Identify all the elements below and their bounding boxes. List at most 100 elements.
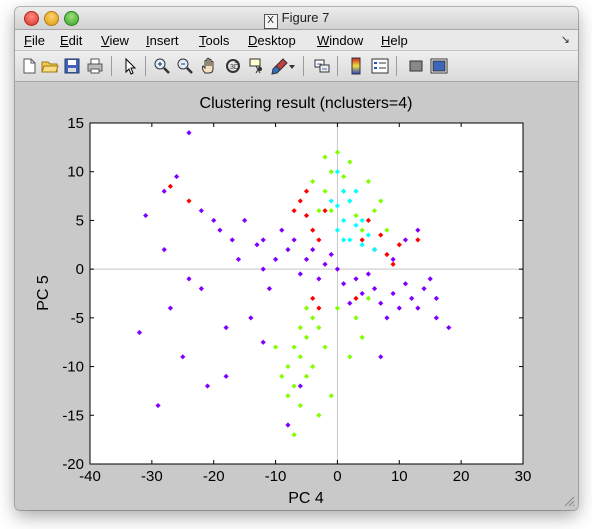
menu-desktop[interactable]: Desktop [248,33,296,48]
data-point [285,247,291,253]
x-tick-label: 30 [515,468,532,485]
data-point [409,295,415,301]
data-point [279,373,285,379]
zoom-window-button[interactable] [64,11,79,26]
menu-tools[interactable]: Tools [199,33,230,48]
zoom-out-icon[interactable] [176,57,194,75]
data-point [359,217,365,224]
close-window-button[interactable] [24,11,39,26]
data-point [260,339,266,345]
print-icon[interactable] [86,57,104,75]
data-point [322,261,328,267]
menu-window[interactable]: Window [317,33,364,48]
data-point [353,188,359,194]
data-point [303,212,310,219]
open-file-icon[interactable] [41,57,59,75]
data-point [433,315,439,321]
window-title: X Figure 7 [15,10,578,29]
data-point [341,188,347,194]
data-point [353,222,359,228]
save-icon[interactable] [63,57,81,75]
data-point [371,208,378,214]
edit-plot-arrow-icon[interactable] [121,57,139,75]
data-point [334,227,341,233]
data-point [328,393,334,399]
data-point [328,251,334,258]
toolbar-separator [145,56,146,76]
data-point [291,208,297,214]
x-tick-label: 20 [453,468,470,485]
data-point [353,295,359,301]
data-point [365,295,371,301]
data-point [260,237,266,243]
data-point [347,237,353,243]
data-point [365,217,371,224]
brush-icon[interactable] [271,57,289,75]
data-point [378,300,384,306]
resize-grip-icon[interactable] [563,495,575,507]
data-point [371,247,378,253]
menu-bar: File Edit View Insert Tools Desktop Wind… [15,30,578,51]
zoom-in-icon[interactable] [153,57,171,75]
menu-view[interactable]: View [101,33,129,48]
insert-legend-icon[interactable] [371,57,389,75]
y-axis-label: PC 5 [35,275,52,311]
y-tick-label: -5 [71,310,84,327]
minimize-window-button[interactable] [44,11,59,26]
brush-dropdown-icon[interactable] [287,57,297,75]
data-point [223,373,229,379]
x-tick-label: -40 [79,468,101,485]
data-point [415,305,421,311]
menu-insert[interactable]: Insert [146,33,179,48]
data-point [347,159,353,165]
data-point [322,208,328,214]
y-tick-label: -10 [62,359,84,376]
data-point [310,178,316,185]
dock-arrow-icon[interactable]: ↘ [560,34,570,46]
data-point [174,173,180,180]
pan-hand-icon[interactable] [200,57,218,75]
data-point [291,344,297,350]
y-tick-label: -20 [62,456,84,473]
new-figure-icon[interactable] [20,57,38,75]
data-point [279,227,285,233]
title-bar[interactable]: X Figure 7 [15,7,578,30]
data-point [396,242,402,248]
data-point [285,393,291,399]
data-point [347,354,353,360]
data-point [390,256,396,262]
x-tick-label: 10 [391,468,408,485]
x-tick-label: 0 [333,468,341,485]
menu-help[interactable]: Help [381,33,408,48]
data-point [384,227,390,233]
menu-edit[interactable]: Edit [60,33,83,48]
x-tick-label: -30 [141,468,163,485]
svg-text:3D: 3D [230,64,239,71]
data-point [303,188,310,194]
rotate-3d-icon[interactable]: 3D [224,57,242,75]
data-point [242,217,248,224]
data-point [161,247,167,253]
y-tick-label: 15 [67,115,84,132]
data-point [353,212,359,219]
data-cursor-icon[interactable] [248,57,266,75]
data-point [322,188,328,194]
data-point [316,208,322,214]
link-plot-icon[interactable] [313,57,331,75]
insert-colorbar-icon[interactable] [347,57,365,75]
data-point [328,169,334,175]
data-point [291,432,297,438]
data-point [204,383,211,389]
show-plot-tools-icon[interactable] [430,57,448,75]
hide-plot-tools-icon[interactable] [407,57,425,75]
data-point [316,325,322,331]
data-point [433,295,439,301]
scatter-chart: -40 -30 -20 -10 0 10 20 30 -20 -15 -10 -5 0 5 10 15 Cl… [35,95,532,507]
data-point [384,251,390,258]
data-point [328,208,334,214]
data-point [291,383,297,389]
series-2 [167,183,421,311]
data-point [359,242,365,248]
menu-file[interactable]: File [24,33,45,48]
figure-canvas-area: -40 -30 -20 -10 0 10 20 30 -20 -15 -10 -5 0 5 10 15 Cl… [15,82,578,510]
